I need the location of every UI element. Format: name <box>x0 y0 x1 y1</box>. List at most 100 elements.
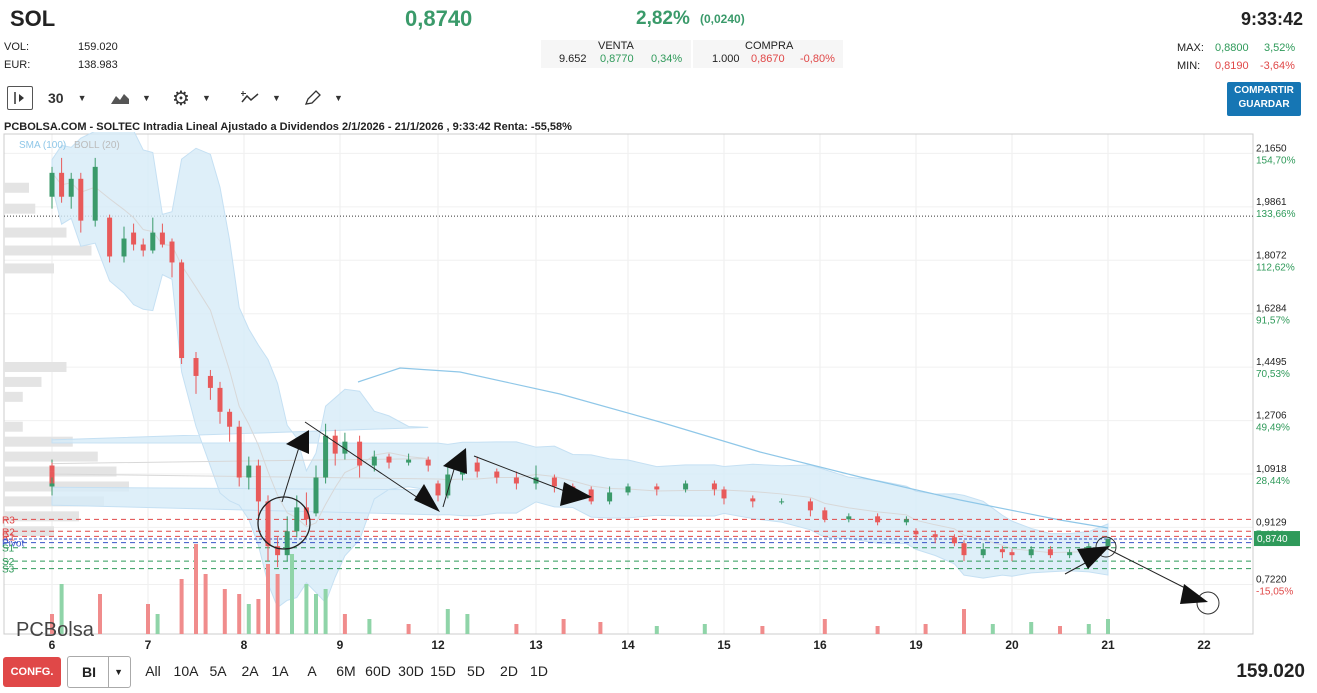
candle-body <box>683 483 689 490</box>
range-button-2d[interactable]: 2D <box>500 663 518 679</box>
candle-body <box>371 456 377 466</box>
max-pct: 3,52% <box>1264 42 1296 54</box>
candle-body <box>1009 552 1015 556</box>
eur-label: EUR: <box>4 59 31 71</box>
volume-bar <box>275 574 280 634</box>
y-tick-pct: 70,53% <box>1256 369 1290 380</box>
volume-bar <box>654 626 659 634</box>
volume-label: VOL: <box>4 41 30 53</box>
candle-body <box>303 507 309 520</box>
config-button[interactable]: CONFG. <box>3 657 61 687</box>
total-volume: 159.020 <box>1236 661 1305 682</box>
range-button-5d[interactable]: 5D <box>467 663 485 679</box>
range-button-1a[interactable]: 1A <box>271 663 289 679</box>
range-button-5a[interactable]: 5A <box>209 663 227 679</box>
max-label: MAX: <box>1177 42 1204 54</box>
candle-body <box>1028 549 1034 556</box>
arrow-down-icon <box>560 482 592 506</box>
sell-price: 0,8770 <box>600 53 634 65</box>
chevron-down-icon: ▼ <box>201 93 211 103</box>
volume-bar <box>323 589 328 634</box>
settings-select[interactable]: ⚙ ▼ <box>172 84 211 112</box>
chart-toolbar: 30 ▼ ▼ ⚙ ▼ ▼ ▼ <box>0 84 1317 114</box>
chevron-down-icon: ▼ <box>272 93 281 103</box>
x-tick-label: 15 <box>717 638 731 652</box>
volume-value: 159.020 <box>78 41 118 53</box>
y-tick-price: 1,2706 <box>1256 411 1287 422</box>
volume-bar <box>266 564 270 634</box>
y-tick-price: 0,9129 <box>1256 517 1287 528</box>
x-tick-label: 13 <box>529 638 543 652</box>
chevron-down-icon: ▼ <box>77 93 87 103</box>
range-button-15d[interactable]: 15D <box>430 663 456 679</box>
y-tick-pct: 91,57% <box>1256 316 1290 327</box>
candle-body <box>435 483 441 496</box>
panel-toggle-icon[interactable] <box>7 86 33 110</box>
range-button-2a[interactable]: 2A <box>241 663 259 679</box>
mode-select[interactable]: BI ▼ <box>67 656 131 688</box>
candle-body <box>284 531 290 556</box>
candle-body <box>588 489 594 502</box>
volume-bar <box>194 544 198 634</box>
candle-body <box>961 543 967 556</box>
volume-bar <box>304 584 309 634</box>
range-button-10a[interactable]: 10A <box>173 663 199 679</box>
last-price-tag <box>1254 531 1300 547</box>
volume-bar <box>237 594 242 634</box>
volume-bar <box>702 624 707 634</box>
candle-body <box>999 549 1005 553</box>
range-button-60d[interactable]: 60D <box>365 663 391 679</box>
chevron-down-icon: ▼ <box>114 667 123 677</box>
y-tick-price: 0,7220 <box>1256 574 1287 585</box>
candle-body <box>386 456 392 463</box>
buy-pct: -0,80% <box>800 53 835 65</box>
drawing-tools-select[interactable]: ▼ <box>304 84 343 112</box>
candle-body <box>425 459 431 466</box>
candle-body <box>159 232 165 245</box>
candle-body <box>779 501 785 503</box>
pencil-icon <box>304 90 321 105</box>
candle-body <box>236 426 242 478</box>
volume-bar <box>367 619 372 634</box>
candle-body <box>607 492 613 502</box>
candle-body <box>265 501 271 547</box>
y-tick-price: 1,6284 <box>1256 304 1287 315</box>
range-button-all[interactable]: All <box>145 663 161 679</box>
highlight-circle <box>1095 536 1117 558</box>
candle-body <box>131 232 137 245</box>
candle-body <box>1067 552 1073 556</box>
range-button-6m[interactable]: 6M <box>336 663 356 679</box>
candle-body <box>533 477 539 484</box>
candle-body <box>406 459 412 463</box>
volume-bar <box>990 624 995 634</box>
volume-bar <box>875 626 880 634</box>
x-tick-label: 16 <box>813 638 827 652</box>
save-label: GUARDAR <box>1238 99 1290 110</box>
volume-profile-bar <box>4 182 29 193</box>
volume-bar <box>1086 624 1091 634</box>
candle-body <box>227 411 233 427</box>
chart-type-select[interactable]: ▼ <box>110 84 151 112</box>
range-button-30d[interactable]: 30D <box>398 663 424 679</box>
min-pct: -3,64% <box>1260 60 1295 72</box>
range-button-a[interactable]: A <box>307 663 317 679</box>
change-percent: 2,82% <box>636 8 690 29</box>
candle-body <box>78 178 84 221</box>
candle-body <box>169 241 175 263</box>
candle-body <box>846 516 852 520</box>
volume-bar <box>406 624 411 634</box>
sell-qty: 9.652 <box>559 53 587 65</box>
candle-body <box>313 477 319 514</box>
pivot-level-label: R3 <box>2 515 15 526</box>
volume-bar <box>1058 626 1062 634</box>
indicators-select[interactable]: ▼ <box>240 84 281 112</box>
range-button-1d[interactable]: 1D <box>530 663 548 679</box>
y-tick-price: 1,9861 <box>1256 197 1287 208</box>
share-save-button[interactable]: COMPARTIR GUARDAR <box>1227 82 1301 116</box>
arrow-down-icon <box>414 484 440 512</box>
candle-body <box>193 358 199 376</box>
interval-select[interactable]: 30 ▼ <box>48 84 87 112</box>
candle-body <box>822 510 828 520</box>
x-tick-label: 7 <box>145 638 152 652</box>
